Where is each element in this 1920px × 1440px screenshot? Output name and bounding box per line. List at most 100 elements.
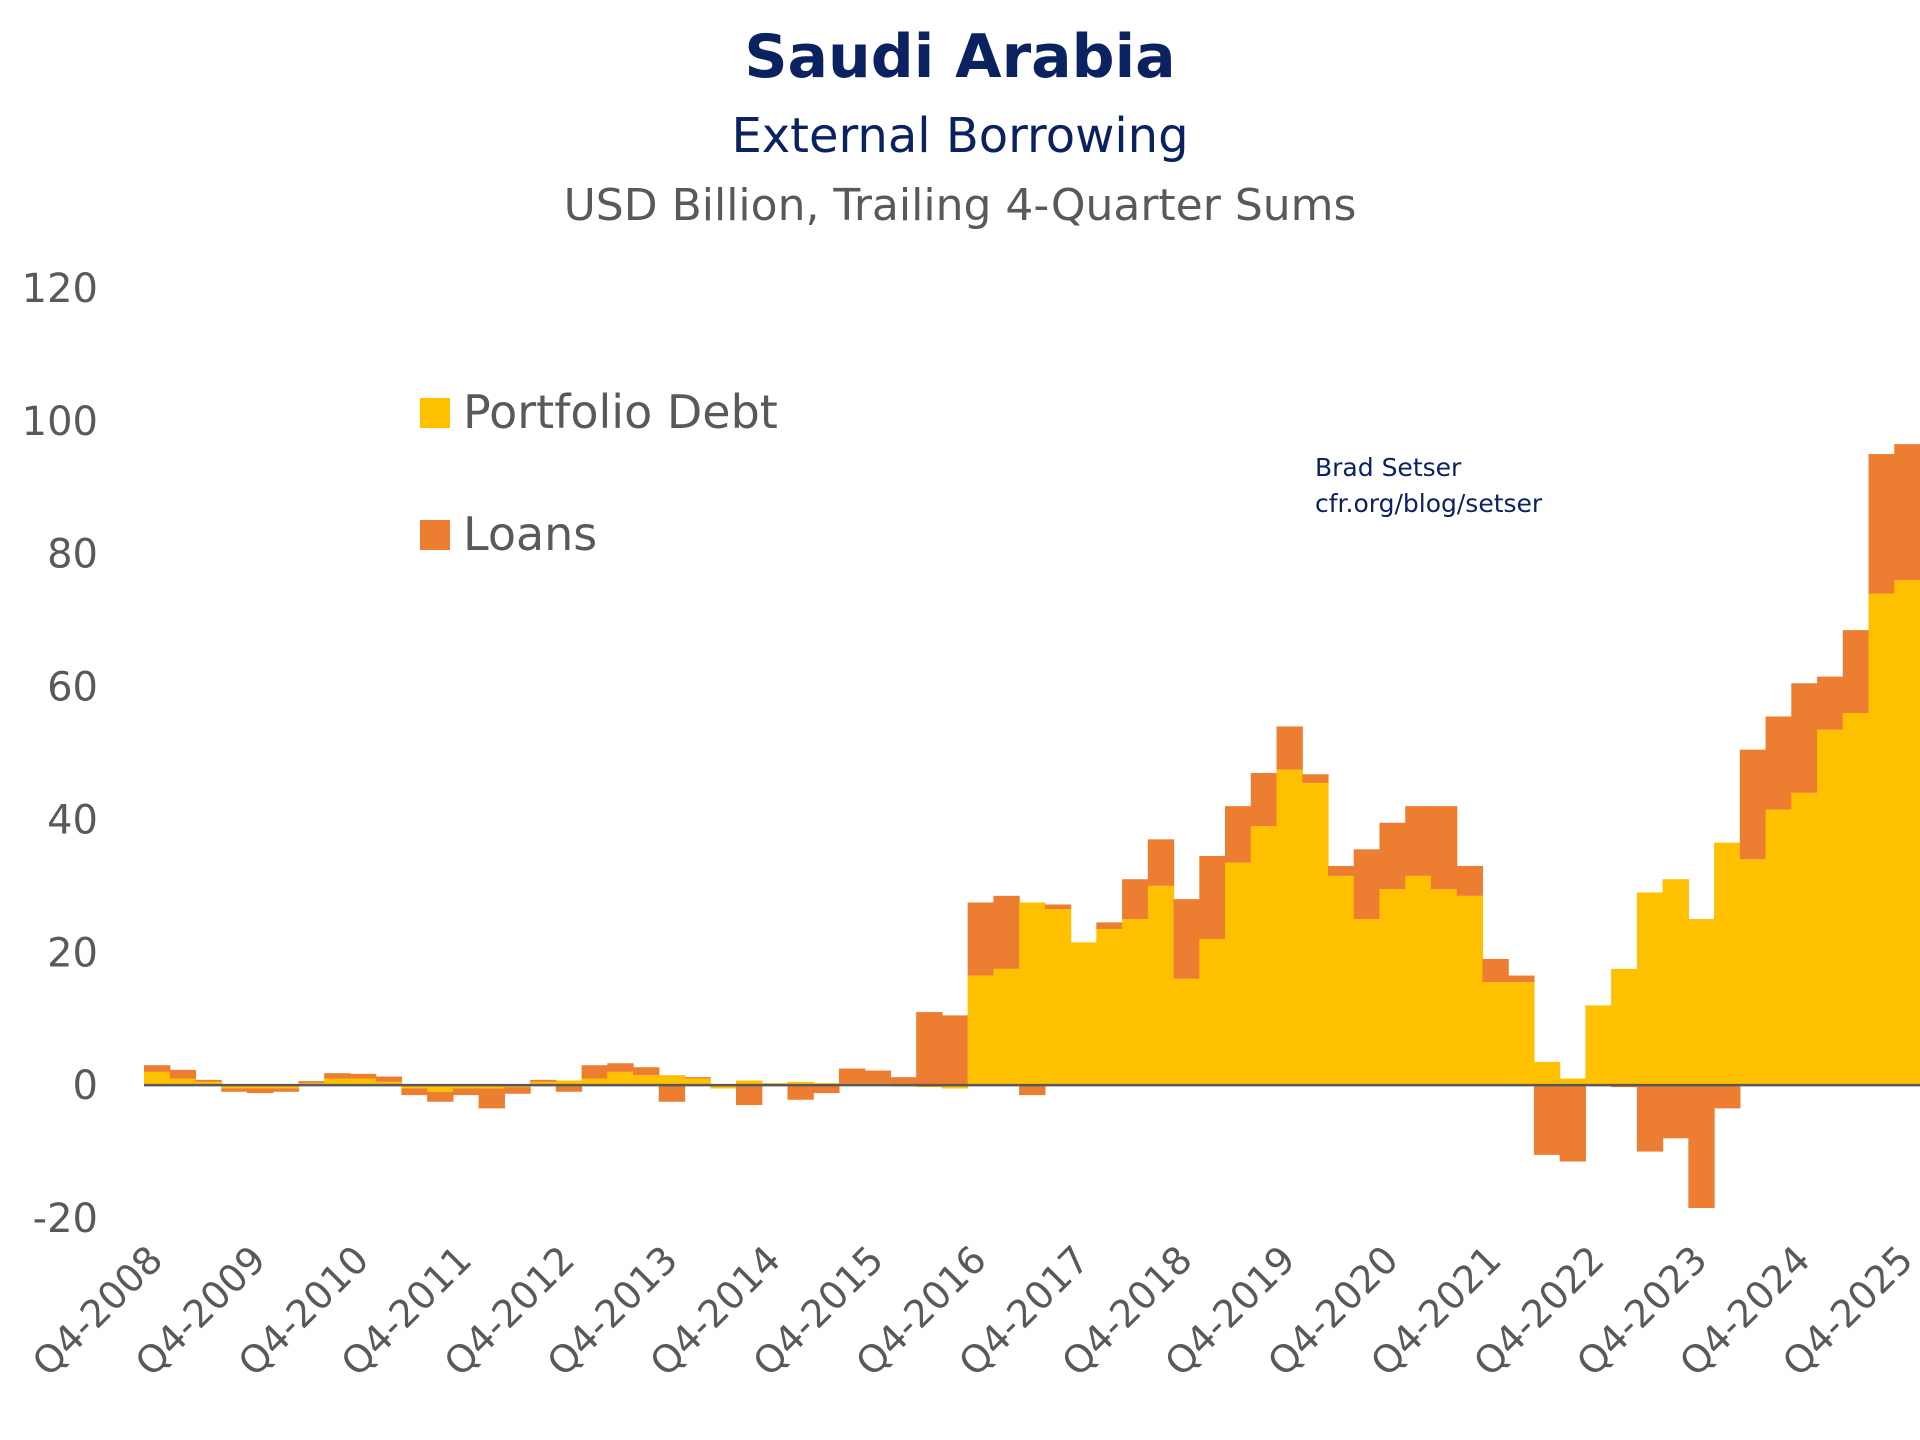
- bar-portfolio-debt: [1122, 919, 1149, 1086]
- bar-portfolio-debt: [1636, 892, 1664, 1086]
- bar-loans: [1173, 899, 1200, 979]
- bar-loans: [1791, 683, 1818, 793]
- bar-loans: [401, 1088, 428, 1096]
- bar-loans: [1765, 716, 1792, 810]
- bar-portfolio-debt: [1482, 982, 1509, 1086]
- bar-portfolio-debt: [1302, 782, 1329, 1086]
- bar-loans: [272, 1088, 300, 1092]
- bar-portfolio-debt: [1430, 889, 1458, 1086]
- bar-portfolio-debt: [478, 1085, 505, 1089]
- bar-portfolio-debt: [967, 975, 994, 1086]
- chart-units-note: USD Billion, Trailing 4-Quarter Sums: [563, 180, 1357, 231]
- bar-loans: [1482, 958, 1509, 983]
- bar-loans: [452, 1088, 480, 1096]
- bar-portfolio-debt: [221, 1085, 248, 1089]
- bar-loans: [967, 902, 994, 976]
- bar-loans: [1405, 806, 1432, 876]
- bar-portfolio-debt: [1353, 919, 1381, 1086]
- bar-loans: [1096, 922, 1123, 930]
- chart-title: Saudi Arabia: [744, 22, 1176, 92]
- bar-loans: [195, 1079, 222, 1082]
- bar-portfolio-debt: [1611, 968, 1638, 1086]
- bar-loans: [1122, 879, 1149, 920]
- bar-loans: [581, 1065, 608, 1079]
- bar-portfolio-debt: [1173, 978, 1200, 1086]
- bar-portfolio-debt: [1765, 809, 1792, 1086]
- credit-author: Brad Setser: [1315, 453, 1462, 482]
- bar-portfolio-debt: [1456, 895, 1484, 1086]
- y-tick-label: 0: [73, 1063, 98, 1109]
- bar-portfolio-debt: [941, 1085, 969, 1089]
- bar-portfolio-debt: [1328, 875, 1355, 1086]
- bar-loans: [1147, 839, 1175, 886]
- bar-portfolio-debt: [1791, 792, 1818, 1086]
- bar-loans: [555, 1085, 583, 1092]
- bar-loans: [1817, 676, 1844, 730]
- bars-group: [144, 444, 1920, 1209]
- bar-loans: [1379, 822, 1406, 890]
- bar-portfolio-debt: [1044, 909, 1072, 1086]
- bar-loans: [1250, 772, 1278, 827]
- bar-loans: [658, 1085, 686, 1102]
- y-tick-label: -20: [33, 1196, 98, 1242]
- bar-loans: [941, 1015, 969, 1086]
- bar-loans: [1276, 726, 1303, 770]
- bar-portfolio-debt: [1533, 1061, 1561, 1086]
- bar-portfolio-debt: [246, 1085, 274, 1089]
- bar-portfolio-debt: [1868, 593, 1895, 1086]
- bar-loans: [1225, 806, 1252, 863]
- y-tick-label: 60: [47, 665, 98, 711]
- bar-portfolio-debt: [633, 1075, 660, 1086]
- bar-loans: [1688, 1085, 1715, 1209]
- credit-url: cfr.org/blog/setser: [1315, 489, 1543, 518]
- bar-portfolio-debt: [607, 1071, 634, 1086]
- bar-portfolio-debt: [427, 1085, 454, 1092]
- bar-loans: [633, 1067, 660, 1076]
- bar-portfolio-debt: [710, 1085, 737, 1089]
- bar-loans: [1019, 1085, 1046, 1096]
- bar-portfolio-debt: [1894, 580, 1920, 1086]
- bar-portfolio-debt: [1585, 1005, 1612, 1086]
- bar-portfolio-debt: [1070, 942, 1097, 1086]
- bar-loans: [1328, 865, 1355, 876]
- bar-loans: [993, 895, 1020, 969]
- bar-portfolio-debt: [452, 1085, 480, 1089]
- credit: Brad Setser cfr.org/blog/setser: [1315, 453, 1543, 518]
- bar-portfolio-debt: [684, 1078, 711, 1086]
- bar-portfolio-debt: [658, 1075, 686, 1086]
- bar-portfolio-debt: [144, 1071, 171, 1086]
- bar-portfolio-debt: [1739, 859, 1767, 1086]
- bar-portfolio-debt: [272, 1085, 300, 1089]
- x-axis-ticks: Q4-2008Q4-2009Q4-2010Q4-2011Q4-2012Q4-20…: [24, 1237, 1920, 1384]
- bar-portfolio-debt: [736, 1080, 763, 1086]
- bar-portfolio-debt: [195, 1081, 222, 1086]
- y-axis-ticks: 120 100 80 60 40 20 0 -20: [22, 266, 98, 1242]
- bar-portfolio-debt: [349, 1078, 377, 1086]
- bar-portfolio-debt: [1096, 929, 1123, 1086]
- bar-portfolio-debt: [530, 1081, 557, 1086]
- bar-loans: [349, 1073, 377, 1079]
- bar-loans: [221, 1088, 248, 1092]
- bar-portfolio-debt: [1019, 902, 1046, 1086]
- bar-portfolio-debt: [1688, 919, 1715, 1086]
- legend-label-loans: Loans: [463, 507, 597, 561]
- bar-loans: [1456, 865, 1484, 896]
- legend-swatch-loans: [420, 520, 450, 550]
- bar-loans: [427, 1091, 454, 1102]
- bar-loans: [530, 1079, 557, 1082]
- y-tick-label: 40: [47, 797, 98, 843]
- bar-loans: [1508, 975, 1535, 983]
- bar-loans: [1353, 849, 1381, 920]
- bar-portfolio-debt: [1842, 713, 1870, 1086]
- bar-loans: [838, 1068, 866, 1084]
- bar-loans: [1842, 630, 1870, 714]
- bar-portfolio-debt: [1199, 939, 1226, 1086]
- chart-subtitle: External Borrowing: [731, 108, 1189, 164]
- y-tick-label: 120: [22, 266, 98, 312]
- y-tick-label: 80: [47, 532, 98, 578]
- bar-loans: [864, 1070, 892, 1084]
- bar-loans: [246, 1088, 274, 1094]
- bar-loans: [916, 1012, 943, 1086]
- bar-loans: [1533, 1085, 1561, 1155]
